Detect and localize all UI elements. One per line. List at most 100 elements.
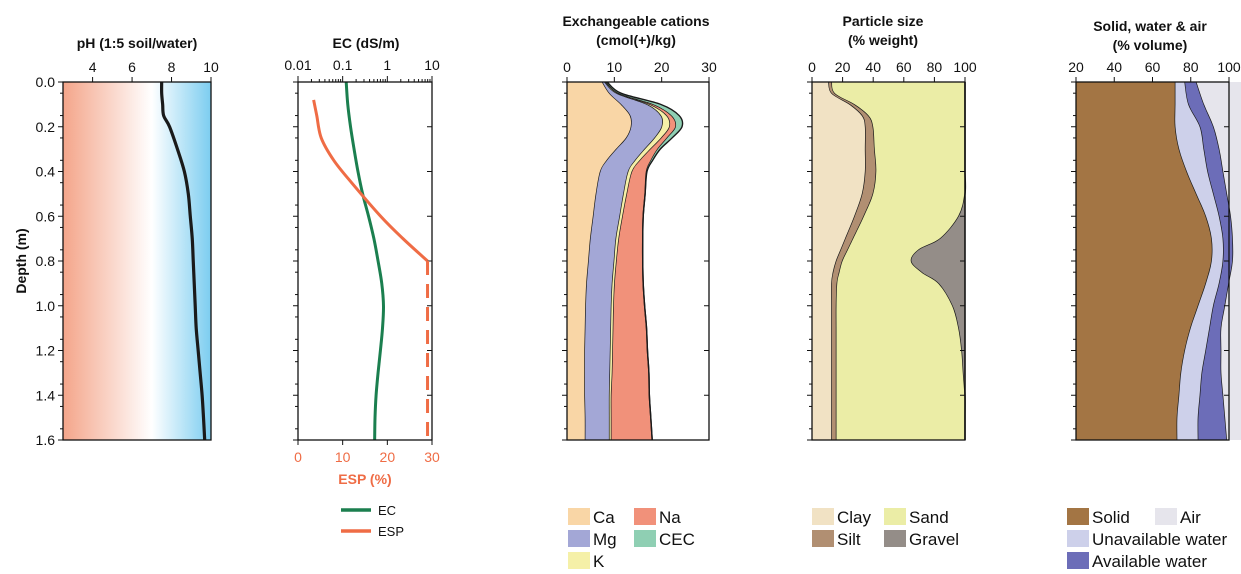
- legend-swatch-mg: [568, 530, 590, 547]
- depth-tick-label: 1.2: [36, 343, 56, 359]
- legend-swatch-cec: [634, 530, 656, 547]
- legend-label-silt: Silt: [837, 530, 861, 549]
- legend-swatch-silt: [812, 530, 834, 547]
- particle-panel: Particle size (% weight) 0 20 40 60 80 100: [807, 13, 977, 441]
- cations-title-line1: Exchangeable cations: [562, 13, 709, 29]
- ec-tick-label: 1: [383, 57, 391, 73]
- particle-frame: [811, 81, 966, 441]
- ec-legend: EC ESP: [341, 503, 404, 539]
- particle-tick-label: 40: [865, 59, 881, 75]
- legend-label-gravel: Gravel: [909, 530, 959, 549]
- cations-boundary: [606, 81, 684, 441]
- legend-label-available-water: Available water: [1092, 552, 1207, 571]
- depth-tick-label: 0.6: [36, 208, 56, 224]
- depth-tick-label: 0.0: [36, 74, 56, 90]
- depth-axis: 0.0 0.2 0.4 0.6 0.8 1.0 1.2 1.4 1.6: [36, 74, 63, 448]
- particle-tick-label: 60: [896, 59, 912, 75]
- particle-title-line2: (% weight): [848, 32, 918, 48]
- legend-label-ca: Ca: [593, 508, 615, 527]
- ph-background: [63, 82, 211, 440]
- depth-tick-label: 1.0: [36, 298, 56, 314]
- ph-curve: [159, 81, 207, 441]
- legend-label-na: Na: [659, 508, 681, 527]
- volume-area-unavailable-water: [1175, 82, 1224, 440]
- cations-frame: [566, 81, 710, 441]
- depth-tick-label: 0.4: [36, 164, 56, 180]
- ec-title: EC (dS/m): [333, 35, 400, 51]
- particle-tick-label: 20: [835, 59, 851, 75]
- legend-esp-label: ESP: [378, 524, 404, 539]
- particle-area-silt: [828, 82, 877, 440]
- legend-swatch-available-water: [1067, 552, 1089, 569]
- particle-tick-label: 100: [953, 59, 977, 75]
- volume-tick-label: 80: [1183, 59, 1199, 75]
- cations-tick-label: 30: [701, 59, 717, 75]
- legend-label-clay: Clay: [837, 508, 872, 527]
- volume-title-line1: Solid, water & air: [1093, 18, 1207, 34]
- depth-tick-label: 1.6: [36, 432, 56, 448]
- ph-frame: [62, 81, 212, 441]
- legend-swatch-na: [634, 508, 656, 525]
- ec-axis: 0.01 0.1 1 10: [284, 57, 440, 82]
- ph-tick-label: 6: [128, 59, 136, 75]
- legend-label-solid: Solid: [1092, 508, 1130, 527]
- cations-areas: [567, 81, 684, 441]
- depth-tick-label: 1.4: [36, 387, 56, 403]
- ec-tick-label: 0.01: [284, 57, 311, 73]
- legend-swatch-air: [1155, 508, 1177, 525]
- cations-title-line2: (cmol(+)/kg): [596, 32, 676, 48]
- legend-ec-label: EC: [378, 503, 396, 518]
- ph-title: pH (1:5 soil/water): [77, 35, 198, 51]
- particle-areas: [812, 81, 967, 440]
- legend-label-mg: Mg: [593, 530, 617, 549]
- ph-panel: pH (1:5 soil/water) 4 6 8 10 0.00.20.40.60.…: [13, 35, 219, 448]
- legend-swatch-unavailable-water: [1067, 530, 1089, 547]
- volume-tick-label: 60: [1145, 59, 1161, 75]
- particle-tick-label: 0: [808, 59, 816, 75]
- esp-axis: 0 10 20 30: [294, 440, 440, 465]
- volume-areas: [1076, 81, 1241, 441]
- volume-tick-label: 100: [1217, 59, 1241, 75]
- esp-axis-label: ESP (%): [338, 471, 391, 487]
- volume-panel: Solid, water & air (% volume) 20 40 60 80 10…: [1068, 18, 1241, 441]
- ec-tick-label: 10: [424, 57, 440, 73]
- ph-tick-label: 10: [203, 59, 219, 75]
- legend-swatch-sand: [884, 508, 906, 525]
- ec-tick-label: 0.1: [333, 57, 353, 73]
- esp-tick-label: 30: [424, 449, 440, 465]
- esp-tick-label: 20: [380, 449, 396, 465]
- ec-panel: EC (dS/m) 0.01 0.1 1 10 0 10 20 30 ESP (%) EC …: [284, 35, 440, 539]
- depth-tick-label: 0.2: [36, 119, 56, 135]
- legend-swatch-ca: [568, 508, 590, 525]
- cations-area-na: [605, 82, 677, 440]
- particle-tick-label: 80: [927, 59, 943, 75]
- volume-tick-label: 40: [1106, 59, 1122, 75]
- particle-title-line1: Particle size: [843, 13, 924, 29]
- cations-area-cec: [606, 82, 683, 440]
- volume-frame: [1075, 81, 1230, 441]
- legend-swatch-k: [568, 552, 590, 569]
- depth-tick-label: 0.8: [36, 253, 56, 269]
- particle-axis: 0 20 40 60 80 100: [807, 59, 977, 441]
- particle-area-sand: [831, 82, 966, 440]
- depth-axis-label: Depth (m): [13, 228, 29, 293]
- volume-title-line2: (% volume): [1113, 37, 1188, 53]
- cations-panel: Exchangeable cations (cmol(+)/kg) 0 10 20 3…: [562, 13, 717, 441]
- ec-depth-ticks: [293, 81, 432, 441]
- cations-area-ca: [567, 82, 632, 440]
- ph-tick-label: 4: [89, 59, 97, 75]
- cations-tick-label: 10: [607, 59, 623, 75]
- area-legends: Ca Na Mg CEC K Clay Sand Silt Gravel Solid Air Unav…: [568, 508, 1227, 571]
- legend-label-cec: CEC: [659, 530, 695, 549]
- particle-area-gravel: [911, 82, 966, 440]
- volume-tick-label: 20: [1068, 59, 1084, 75]
- ec-curve: [344, 81, 385, 441]
- esp-tick-label: 10: [335, 449, 351, 465]
- particle-area-clay: [812, 82, 866, 440]
- ec-frame: [297, 81, 433, 441]
- legend-label-unavailable-water: Unavailable water: [1092, 530, 1227, 549]
- cations-tick-label: 0: [563, 59, 571, 75]
- legend-label-air: Air: [1180, 508, 1201, 527]
- ph-tick-label: 8: [168, 59, 176, 75]
